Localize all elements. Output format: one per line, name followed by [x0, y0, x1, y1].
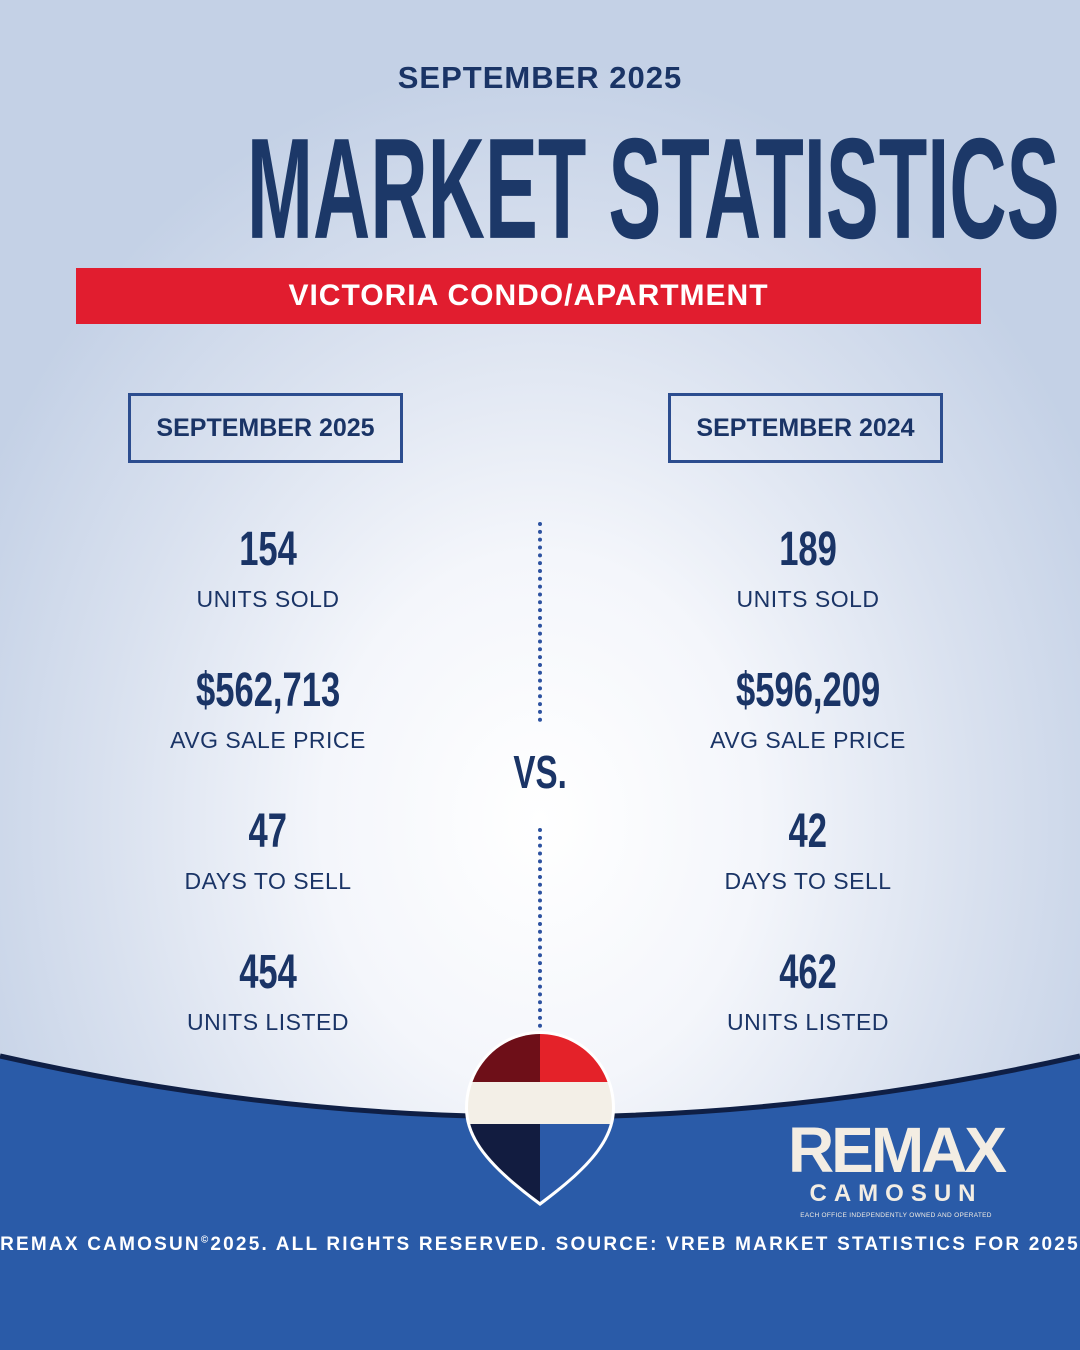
stat-avg-sale-price: $562,713 AVG SALE PRICE: [68, 659, 468, 800]
stat-value: 47: [248, 805, 288, 858]
stat-avg-sale-price: $596,209 AVG SALE PRICE: [608, 659, 1008, 800]
stat-value: 154: [239, 523, 297, 576]
stat-label: DAYS TO SELL: [724, 868, 892, 894]
stat-value: 454: [239, 946, 297, 999]
stat-units-sold: 189 UNITS SOLD: [608, 518, 1008, 659]
balloon-logo-icon: [465, 1031, 615, 1206]
brand-wordmark: REMAX: [787, 1114, 1007, 1186]
stat-label: UNITS SOLD: [736, 586, 880, 612]
stat-units-sold: 154 UNITS SOLD: [68, 518, 468, 659]
stat-label: UNITS LISTED: [727, 1009, 889, 1035]
vs-label: VS.: [513, 746, 567, 798]
stat-value: $596,209: [735, 664, 881, 717]
period-label-current: SEPTEMBER 2025: [128, 393, 403, 463]
stat-label: AVG SALE PRICE: [170, 727, 366, 753]
stat-value: 462: [779, 946, 837, 999]
stats-column-current: 154 UNITS SOLD $562,713 AVG SALE PRICE 4…: [68, 518, 468, 1082]
brand-tagline: EACH OFFICE INDEPENDENTLY OWNED AND OPER…: [800, 1212, 992, 1219]
stat-label: UNITS SOLD: [196, 586, 340, 612]
category-banner: VICTORIA CONDO/APARTMENT: [76, 268, 981, 324]
page-title: MARKET STATISTICS: [246, 109, 1060, 270]
stat-value: 189: [779, 523, 837, 576]
brand-office: CAMOSUN: [809, 1180, 983, 1207]
stat-days-to-sell: 42 DAYS TO SELL: [608, 800, 1008, 941]
stat-value: $562,713: [195, 664, 341, 717]
brand-logo: REMAX CAMOSUN EACH OFFICE INDEPENDENTLY …: [782, 1118, 1010, 1219]
stat-units-listed: 454 UNITS LISTED: [68, 941, 468, 1082]
stat-label: UNITS LISTED: [187, 1009, 349, 1035]
report-date: SEPTEMBER 2025: [397, 60, 683, 95]
stat-units-listed: 462 UNITS LISTED: [608, 941, 1008, 1082]
stat-value: 42: [788, 805, 828, 858]
stat-days-to-sell: 47 DAYS TO SELL: [68, 800, 468, 941]
divider-bottom: [538, 828, 542, 1028]
divider-top: [538, 522, 542, 722]
stat-label: AVG SALE PRICE: [710, 727, 906, 753]
copyright-symbol: ©: [200, 1234, 211, 1246]
stat-label: DAYS TO SELL: [184, 868, 352, 894]
period-label-previous: SEPTEMBER 2024: [668, 393, 943, 463]
footer-copyright: REMAX CAMOSUN©2025. ALL RIGHTS RESERVED.…: [0, 1234, 1080, 1255]
stats-column-previous: 189 UNITS SOLD $596,209 AVG SALE PRICE 4…: [608, 518, 1008, 1082]
